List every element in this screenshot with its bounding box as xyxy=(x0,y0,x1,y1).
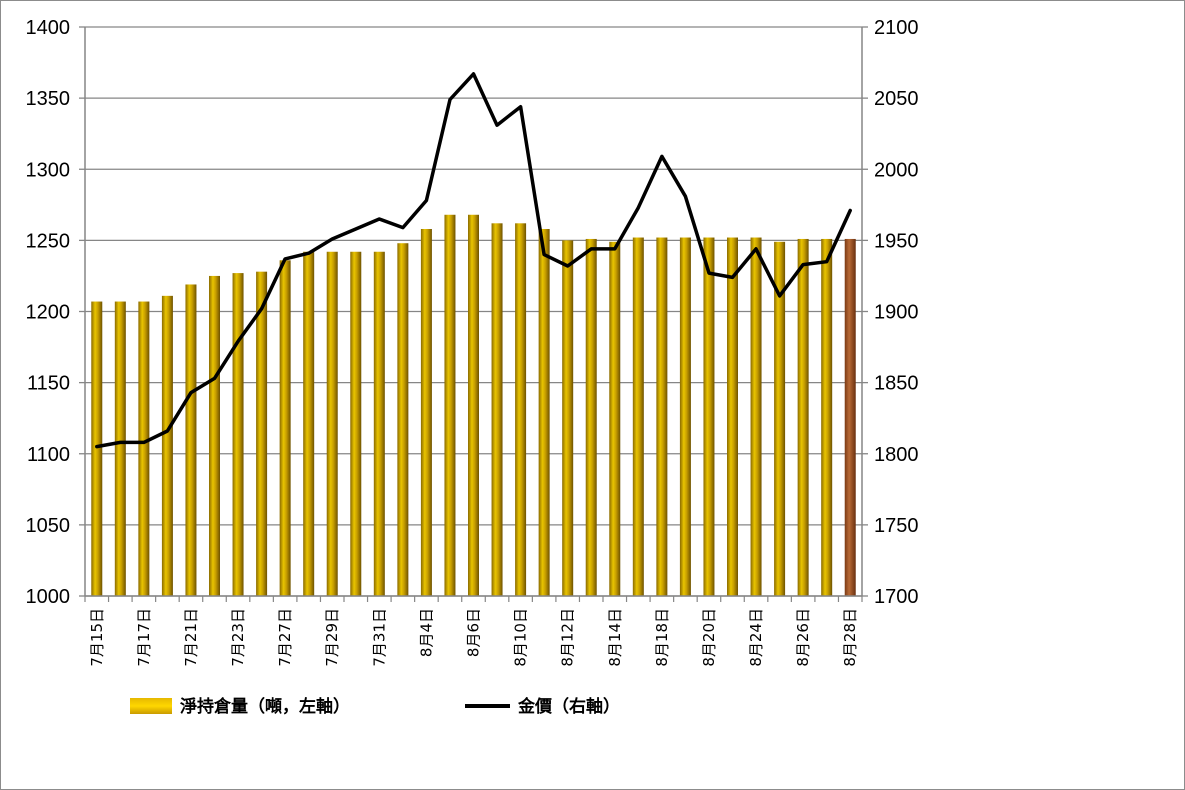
right-tick-label: 2050 xyxy=(874,88,919,110)
x-tick-label: 7月17日 xyxy=(135,608,153,667)
bar-8月10日 xyxy=(515,223,527,596)
bar-7月22日 xyxy=(209,275,220,596)
x-tick-label: 7月29日 xyxy=(323,608,341,667)
bar-8月26日 xyxy=(797,238,809,596)
bar-8月14日 xyxy=(609,241,621,597)
x-tick-label: 7月15日 xyxy=(88,608,106,667)
x-tick-label: 8月28日 xyxy=(841,608,859,667)
x-tick-label: 8月10日 xyxy=(512,608,530,667)
right-tick-label: 1700 xyxy=(874,586,919,608)
bar-7月31日 xyxy=(373,251,385,596)
holdings-bars xyxy=(91,214,856,597)
price-line xyxy=(95,72,852,449)
right-tick-label: 2100 xyxy=(874,17,919,39)
x-tick-label: 7月27日 xyxy=(276,608,294,667)
bar-8月12日 xyxy=(562,240,574,596)
x-axis-ticks: 7月15日 7月17日 7月21日 7月23日 7月27日 7月29日 7月31日 8月4日 8… xyxy=(88,608,859,667)
bar-7月24日 xyxy=(256,271,268,596)
bar-7月15日 xyxy=(91,301,103,596)
left-tick-label: 1000 xyxy=(26,586,71,608)
bar-8月18日 xyxy=(656,237,668,596)
bar-8月7日 xyxy=(491,223,503,596)
legend-label-holdings: 淨持倉量（噸，左軸） xyxy=(180,696,350,717)
legend: 淨持倉量（噸，左軸） 金價（右軸） xyxy=(130,696,620,717)
legend-swatch-holdings xyxy=(130,698,172,714)
bar-7月27日 xyxy=(279,260,291,596)
left-tick-label: 1150 xyxy=(27,373,70,395)
x-tick-label: 8月12日 xyxy=(559,608,577,667)
right-tick-label: 1900 xyxy=(874,302,919,324)
axes xyxy=(79,26,868,602)
bar-7月17日 xyxy=(138,301,150,596)
bar-7月23日 xyxy=(232,273,244,596)
bar-8月6日 xyxy=(468,214,479,596)
bar-8月4日 xyxy=(420,228,432,596)
bar-8月27日 xyxy=(821,238,833,596)
left-tick-label: 1100 xyxy=(27,444,70,466)
bar-8月17日 xyxy=(632,237,644,596)
left-tick-label: 1200 xyxy=(26,302,71,324)
left-tick-label: 1050 xyxy=(26,515,71,537)
x-tick-label: 8月14日 xyxy=(606,608,624,667)
right-axis-ticks: 1700 1750 1800 1850 1900 1950 2000 2050 2100 xyxy=(874,17,919,608)
bar-8月25日 xyxy=(774,241,786,597)
left-tick-label: 1350 xyxy=(26,88,71,110)
bar-8月5日 xyxy=(444,214,456,596)
bar-7月21日 xyxy=(185,284,197,596)
x-tick-label: 7月21日 xyxy=(182,608,200,667)
price-line-path xyxy=(95,72,852,449)
bar-8月20日 xyxy=(703,237,715,596)
x-tick-label: 7月31日 xyxy=(370,608,388,667)
left-tick-label: 1300 xyxy=(26,159,71,181)
bar-8月24日 xyxy=(750,237,762,596)
right-tick-label: 1800 xyxy=(874,444,919,466)
x-tick-label: 8月4日 xyxy=(417,608,435,657)
x-tick-label: 8月18日 xyxy=(653,608,671,667)
x-tick-label: 8月6日 xyxy=(465,608,483,657)
left-tick-label: 1400 xyxy=(26,17,71,39)
right-tick-label: 1950 xyxy=(874,230,919,252)
bar-8月3日 xyxy=(397,243,409,596)
x-tick-label: 8月24日 xyxy=(747,608,765,667)
left-axis-ticks: 1000 1050 1100 1150 1200 1250 1300 1350 1400 xyxy=(26,17,71,608)
right-tick-label: 1750 xyxy=(874,515,919,537)
right-tick-label: 2000 xyxy=(874,159,919,181)
left-tick-label: 1250 xyxy=(26,230,71,252)
right-tick-label: 1850 xyxy=(874,373,919,395)
legend-label-price: 金價（右軸） xyxy=(517,696,620,717)
bar-7月28日 xyxy=(303,251,315,596)
bar-7月20日 xyxy=(161,295,173,596)
bar-7月16日 xyxy=(114,301,126,596)
x-tick-label: 7月23日 xyxy=(229,608,247,667)
bar-8月19日 xyxy=(679,237,691,596)
bar-8月28日 xyxy=(844,238,856,596)
bar-7月29日 xyxy=(326,251,338,596)
bar-8月13日 xyxy=(585,238,597,596)
bar-7月30日 xyxy=(350,251,362,596)
x-tick-label: 8月26日 xyxy=(794,608,812,667)
x-tick-label: 8月20日 xyxy=(700,608,718,667)
bar-8月21日 xyxy=(727,237,738,596)
bar-8月11日 xyxy=(538,228,550,596)
